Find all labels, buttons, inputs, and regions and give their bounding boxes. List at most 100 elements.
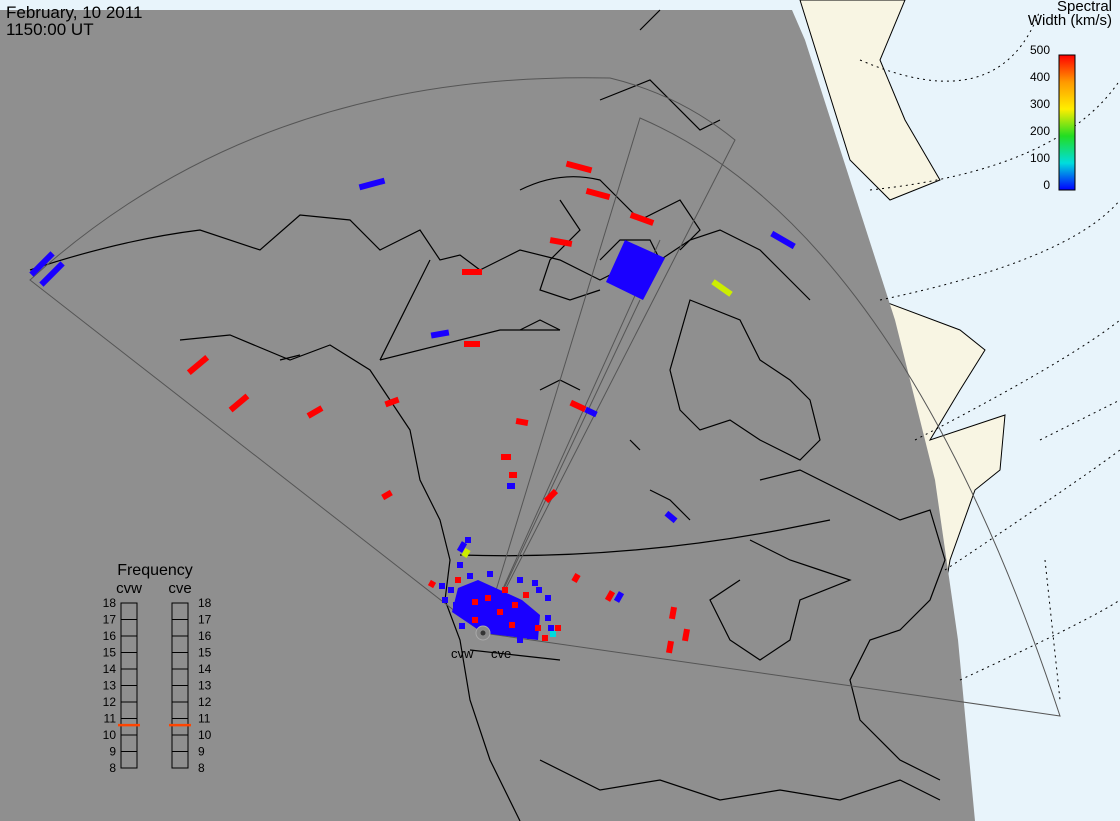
frequency-tick-label: 14: [103, 662, 117, 676]
colorbar-tick-500: 500: [1030, 43, 1050, 57]
frequency-tick-label: 10: [198, 728, 212, 742]
echo-cell: [507, 614, 513, 620]
frequency-tick-label: 12: [198, 695, 212, 709]
colorbar-gradient: [1058, 54, 1076, 191]
colorbar-title: Spectral Width (km/s): [1028, 0, 1112, 28]
echo-cell: [565, 160, 593, 174]
frequency-label-cvw: cvw: [116, 580, 142, 597]
echo-cell: [542, 635, 548, 641]
echo-cell: [502, 587, 508, 593]
frequency-tick-label: 8: [198, 761, 205, 775]
frequency-tick-label: 14: [198, 662, 212, 676]
echo-cell: [448, 587, 454, 593]
echo-cell: [527, 633, 533, 639]
fov-cvw: [29, 77, 736, 634]
colorbar-tick-300: 300: [1030, 97, 1050, 111]
echo-cell: [457, 562, 463, 568]
echo-cell: [536, 587, 542, 593]
echo-cell: [517, 637, 523, 643]
echo-cell: [439, 583, 445, 589]
echo-cell: [464, 341, 480, 347]
echo-cell: [384, 396, 400, 408]
echo-cell: [545, 615, 551, 621]
echo-cell: [682, 628, 690, 642]
date-label: February, 10 2011: [6, 3, 143, 22]
day-land-greenland: [799, 0, 941, 201]
echo-cell: [456, 541, 468, 553]
frequency-scale: 18 18 17 17 16 16 15 15 14 14 13 13 12 12 11 11 10 10 9 9 8 8: [103, 596, 212, 775]
echo-cell: [381, 489, 393, 501]
echo-cell: [604, 590, 616, 602]
echo-cell: [358, 177, 386, 191]
frequency-panel: Frequency cvw cve 18 18 17 17 16 16 15 15 14 14 13…: [103, 562, 212, 775]
echo-cell: [427, 579, 437, 589]
frequency-tick-label: 12: [103, 695, 117, 709]
echo-cell: [515, 418, 529, 426]
echo-cell: [550, 631, 556, 637]
echo-cell: [442, 597, 448, 603]
echo-cell: [487, 571, 493, 577]
echo-cell: [472, 599, 478, 605]
frequency-label-cve: cve: [168, 580, 191, 597]
echo-cell: [512, 602, 518, 608]
echo-cell: [509, 622, 515, 628]
night-region: [0, 10, 975, 821]
echo-cell: [306, 405, 324, 419]
echo-cell: [664, 510, 678, 524]
day-grid: [859, 9, 1120, 701]
echo-cell: [532, 580, 538, 586]
colorbar: 500 400 300 200 100 0: [1030, 43, 1076, 192]
frequency-tick-label: 8: [109, 761, 116, 775]
frequency-tick-label: 18: [103, 596, 117, 610]
echo-cell: [548, 625, 554, 631]
echoes-layer: [29, 160, 796, 654]
fov-cve: [482, 117, 1061, 717]
echo-cell: [613, 591, 625, 603]
frequency-tick-label: 16: [103, 629, 117, 643]
echo-cell: [39, 261, 65, 287]
frequency-tick-label: 13: [103, 679, 117, 693]
echo-cell: [585, 187, 611, 201]
echo-cell: [472, 617, 478, 623]
frequency-tick-label: 11: [198, 712, 211, 726]
borders: [379, 259, 831, 661]
frequency-tick-label: 13: [198, 679, 212, 693]
echo-cell: [545, 595, 551, 601]
echo-cell: [523, 592, 529, 598]
colorbar-title-line2: Width (km/s): [1027, 12, 1112, 29]
echo-cell: [467, 573, 473, 579]
echo-cell: [509, 472, 517, 478]
echo-cell: [465, 537, 471, 543]
timestamp-block: February, 10 2011 1150:00 UT: [6, 4, 142, 38]
echo-cell: [584, 406, 598, 418]
echo-cell: [29, 251, 55, 277]
radar-label-cvw: cvw: [451, 646, 474, 661]
frequency-tick-label: 10: [103, 728, 117, 742]
echo-cell: [186, 354, 210, 376]
echo-cell: [502, 629, 508, 635]
echo-cell: [543, 488, 559, 504]
colorbar-tick-400: 400: [1030, 70, 1050, 84]
frequency-tick-label: 9: [109, 745, 116, 759]
echo-cell: [455, 577, 461, 583]
frequency-tick-label: 15: [103, 646, 117, 660]
echo-cell: [666, 640, 674, 654]
frequency-title: Frequency: [117, 562, 193, 579]
echo-cluster-near-range: [452, 580, 540, 640]
coastlines: [29, 9, 946, 821]
time-label: 1150:00 UT: [6, 20, 94, 39]
echo-cell: [453, 602, 459, 608]
frequency-tick-label: 17: [103, 613, 117, 627]
colorbar-tick-200: 200: [1030, 124, 1050, 138]
echo-cell: [485, 595, 491, 601]
colorbar-tick-100: 100: [1030, 151, 1050, 165]
echo-cell: [491, 602, 497, 608]
echo-cell: [571, 573, 581, 583]
radar-label-cve: cve: [491, 646, 511, 661]
frequency-tick-label: 15: [198, 646, 212, 660]
frequency-tick-label: 18: [198, 596, 212, 610]
echo-cell: [501, 454, 511, 460]
echo-cell: [527, 619, 533, 625]
colorbar-tick-0: 0: [1043, 178, 1050, 192]
echo-cell: [459, 623, 465, 629]
